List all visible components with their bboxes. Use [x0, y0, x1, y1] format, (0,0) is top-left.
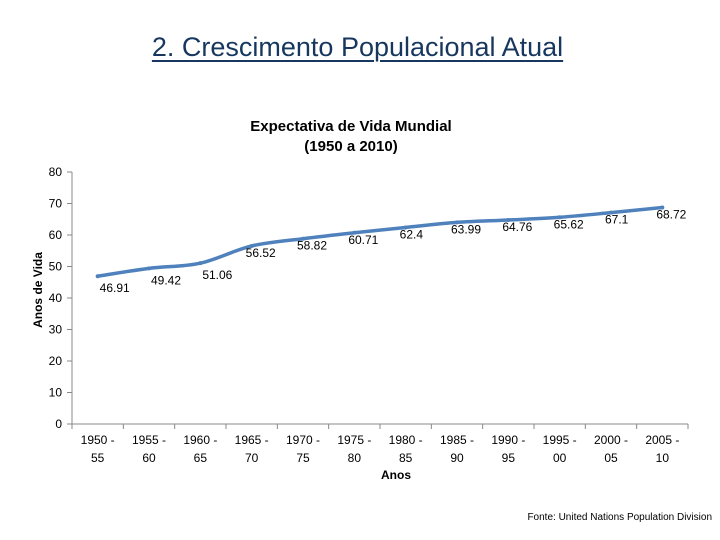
data-point	[249, 243, 254, 248]
data-label: 56.52	[246, 246, 276, 260]
source-note: Fonte: United Nations Population Divisio…	[527, 512, 712, 523]
data-point	[198, 261, 203, 266]
series-group	[95, 205, 665, 279]
data-label: 65.62	[554, 217, 584, 231]
x-tick-label-line-2: 90	[450, 451, 464, 465]
data-point	[147, 266, 151, 271]
y-tick-label: 0	[55, 417, 62, 431]
chart-axes: 0 10 20 30 40 50 60 70 80 1950 - 55 1955 - 60 1960 - 6…	[31, 165, 689, 482]
data-point	[557, 215, 562, 220]
x-tick-label: 1970 -	[286, 433, 320, 447]
x-tick-label-line-2: 70	[245, 451, 259, 465]
data-labels-group: 46.91 49.42 51.06 56.52 58.82 60.71 62.4 63.99 6…	[100, 208, 687, 296]
x-tick-label: 1990 -	[491, 433, 525, 447]
x-tick-label: 1995 -	[543, 433, 577, 447]
y-tick-label: 10	[49, 386, 63, 400]
data-point	[301, 236, 305, 241]
data-point	[403, 225, 408, 230]
y-tick-label: 50	[49, 260, 63, 274]
x-tick-label-line-2: 10	[656, 451, 670, 465]
data-label: 49.42	[151, 273, 181, 287]
x-tick-label: 2005 -	[645, 433, 679, 447]
x-tick-label-line-2: 80	[348, 451, 362, 465]
chart-title: Expectativa de Vida Mundial (1950 a 2010…	[200, 117, 502, 157]
data-label: 67.1	[605, 213, 629, 227]
x-tick-label: 1980 -	[389, 433, 423, 447]
data-point	[660, 205, 665, 210]
chart-title-line-2: (1950 a 2010)	[304, 138, 398, 155]
data-label: 64.76	[502, 220, 532, 234]
x-tick-label-line-2: 00	[553, 451, 567, 465]
y-tick-label: 60	[49, 228, 63, 242]
y-tick-label: 40	[49, 291, 63, 305]
x-tick-label-line-2: 60	[142, 451, 156, 465]
data-label: 58.82	[297, 239, 327, 253]
y-tick-label: 30	[49, 323, 63, 337]
y-axis-title: Anos de Vida	[31, 252, 45, 328]
data-label: 60.71	[348, 233, 378, 247]
x-tick-label: 1975 -	[337, 433, 371, 447]
x-tick-label-line-2: 05	[604, 451, 618, 465]
x-tick-label-line-2: 85	[399, 451, 413, 465]
x-tick-label: 1965 -	[235, 433, 269, 447]
series-line	[95, 205, 665, 278]
x-tick-label: 2000 -	[594, 433, 628, 447]
data-point	[609, 210, 613, 215]
y-tick-label: 70	[49, 197, 63, 211]
y-tick-label: 20	[49, 354, 63, 368]
x-tick-label: 1955 -	[132, 433, 166, 447]
x-tick-label: 1950 -	[81, 433, 115, 447]
data-point	[95, 274, 100, 279]
x-tick-label-line-2: 95	[502, 451, 516, 465]
chart-title-line-1: Expectativa de Vida Mundial	[250, 118, 452, 135]
data-label: 46.91	[100, 281, 130, 295]
data-label: 68.72	[656, 208, 686, 222]
data-point	[455, 220, 459, 225]
x-tick-label-line-2: 65	[194, 451, 208, 465]
data-point	[352, 230, 357, 235]
x-tick-label: 1960 -	[183, 433, 217, 447]
x-tick-label-line-2: 55	[91, 451, 105, 465]
x-tick-label-line-2: 75	[296, 451, 310, 465]
y-tick-label: 80	[49, 165, 63, 179]
x-tick-label: 1985 -	[440, 433, 474, 447]
x-axis-title: Anos	[381, 468, 411, 482]
data-label: 62.4	[400, 227, 424, 241]
slide-title: 2. Crescimento Populacional Atual	[151, 32, 564, 62]
data-point	[506, 218, 511, 223]
data-label: 51.06	[202, 268, 232, 282]
data-label: 63.99	[451, 222, 481, 236]
